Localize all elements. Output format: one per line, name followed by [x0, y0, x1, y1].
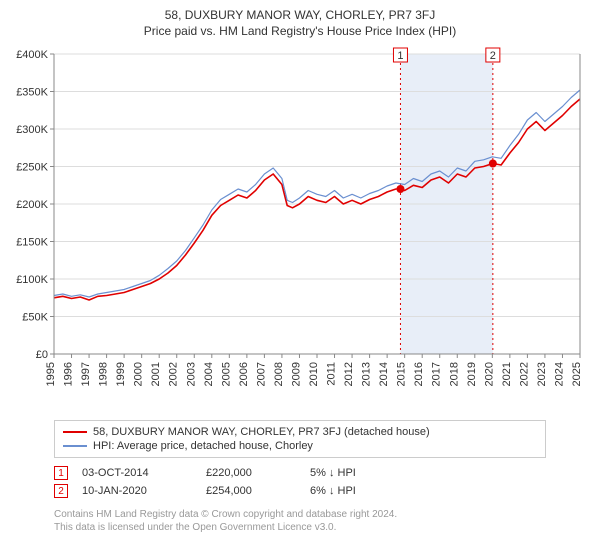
legend-item-2: HPI: Average price, detached house, Chor… [63, 439, 537, 453]
events-table: 1 03-OCT-2014 £220,000 5% ↓ HPI 2 10-JAN… [54, 464, 590, 500]
svg-text:2021: 2021 [501, 362, 513, 386]
svg-text:2002: 2002 [168, 362, 180, 386]
svg-text:2016: 2016 [413, 362, 425, 386]
svg-text:2007: 2007 [255, 362, 267, 386]
svg-text:2009: 2009 [290, 362, 302, 386]
attribution-line-2: This data is licensed under the Open Gov… [54, 521, 590, 534]
svg-text:2005: 2005 [220, 362, 232, 386]
svg-text:2003: 2003 [185, 362, 197, 386]
svg-text:1999: 1999 [115, 362, 127, 386]
legend-item-1: 58, DUXBURY MANOR WAY, CHORLEY, PR7 3FJ … [63, 425, 537, 439]
legend-label-1: 58, DUXBURY MANOR WAY, CHORLEY, PR7 3FJ … [93, 425, 430, 439]
event-date-1: 03-OCT-2014 [82, 467, 192, 479]
svg-text:2011: 2011 [326, 362, 338, 386]
svg-text:2013: 2013 [361, 362, 373, 386]
svg-text:2019: 2019 [466, 362, 478, 386]
svg-text:2014: 2014 [378, 362, 390, 386]
attribution: Contains HM Land Registry data © Crown c… [54, 508, 590, 534]
svg-text:2022: 2022 [518, 362, 530, 386]
chart-area: £0 £50K £100K £150K £200K £250K £300K £350K £400… [10, 44, 588, 414]
legend: 58, DUXBURY MANOR WAY, CHORLEY, PR7 3FJ … [54, 420, 546, 458]
event-marker-2: 2 [54, 484, 68, 498]
svg-text:1997: 1997 [80, 362, 92, 386]
svg-text:2010: 2010 [308, 362, 320, 386]
chart-title-sub: Price paid vs. HM Land Registry's House … [10, 24, 590, 38]
svg-text:2: 2 [490, 50, 496, 62]
svg-text:£150K: £150K [16, 237, 48, 249]
event-date-2: 10-JAN-2020 [82, 485, 192, 497]
svg-text:2008: 2008 [273, 362, 285, 386]
chart-titles: 58, DUXBURY MANOR WAY, CHORLEY, PR7 3FJ … [10, 8, 590, 38]
event-row-1: 1 03-OCT-2014 £220,000 5% ↓ HPI [54, 464, 590, 482]
attribution-line-1: Contains HM Land Registry data © Crown c… [54, 508, 590, 521]
svg-text:2004: 2004 [203, 362, 215, 386]
svg-text:2024: 2024 [553, 362, 565, 386]
svg-text:£50K: £50K [22, 312, 48, 324]
svg-text:2012: 2012 [343, 362, 355, 386]
svg-text:2017: 2017 [431, 362, 443, 386]
legend-label-2: HPI: Average price, detached house, Chor… [93, 439, 313, 453]
svg-text:2015: 2015 [396, 362, 408, 386]
svg-text:£300K: £300K [16, 124, 48, 136]
svg-text:1: 1 [397, 50, 403, 62]
chart-svg: £0 £50K £100K £150K £200K £250K £300K £350K £400… [10, 44, 588, 414]
event-row-2: 2 10-JAN-2020 £254,000 6% ↓ HPI [54, 482, 590, 500]
svg-text:£250K: £250K [16, 162, 48, 174]
svg-text:£0: £0 [36, 349, 48, 361]
legend-swatch-2 [63, 445, 87, 446]
event-diff-2: 6% ↓ HPI [310, 485, 356, 497]
svg-text:£400K: £400K [16, 49, 48, 61]
svg-text:2020: 2020 [483, 362, 495, 386]
chart-title-address: 58, DUXBURY MANOR WAY, CHORLEY, PR7 3FJ [10, 8, 590, 22]
svg-text:2018: 2018 [448, 362, 460, 386]
event-price-1: £220,000 [206, 467, 296, 479]
event-price-2: £254,000 [206, 485, 296, 497]
legend-swatch-1 [63, 431, 87, 433]
svg-text:£200K: £200K [16, 199, 48, 211]
svg-text:£100K: £100K [16, 274, 48, 286]
svg-text:2000: 2000 [133, 362, 145, 386]
svg-text:2023: 2023 [536, 362, 548, 386]
svg-text:1996: 1996 [63, 362, 75, 386]
svg-text:1998: 1998 [98, 362, 110, 386]
svg-text:2006: 2006 [238, 362, 250, 386]
svg-text:2001: 2001 [150, 362, 162, 386]
svg-text:£350K: £350K [16, 87, 48, 99]
svg-text:1995: 1995 [45, 362, 57, 386]
event-diff-1: 5% ↓ HPI [310, 467, 356, 479]
event-marker-1: 1 [54, 466, 68, 480]
svg-text:2025: 2025 [571, 362, 583, 386]
